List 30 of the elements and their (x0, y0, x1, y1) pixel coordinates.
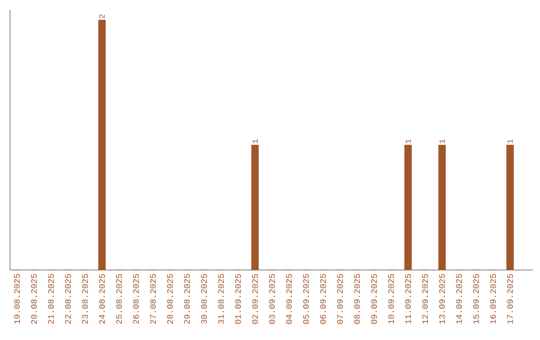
x-tick-label: 06.09.2025 (320, 274, 326, 324)
x-tick-label: 11.09.2025 (405, 274, 411, 324)
x-tick-label: 19.08.2025 (14, 274, 20, 324)
x-tick-label: 09.09.2025 (371, 274, 377, 324)
x-tick-label: 17.09.2025 (507, 274, 513, 324)
x-tick-label: 28.08.2025 (167, 274, 173, 324)
x-tick-label: 21.08.2025 (48, 274, 54, 324)
x-tick-label: 25.08.2025 (116, 274, 122, 324)
x-tick-label: 24.08.2025 (99, 274, 105, 324)
x-tick-label: 02.09.2025 (252, 274, 258, 324)
x-tick-label: 30.08.2025 (201, 274, 207, 324)
x-tick-label: 07.09.2025 (337, 274, 343, 324)
x-tick-label: 23.08.2025 (82, 274, 88, 324)
x-tick-label: 26.08.2025 (133, 274, 139, 324)
x-tick-label: 03.09.2025 (269, 274, 275, 324)
x-tick-label: 31.08.2025 (218, 274, 224, 324)
x-tick-label: 22.08.2025 (65, 274, 71, 324)
x-tick-label: 20.08.2025 (31, 274, 37, 324)
x-tick-label: 29.08.2025 (184, 274, 190, 324)
x-tick-label: 05.09.2025 (303, 274, 309, 324)
x-tick-label: 04.09.2025 (286, 274, 292, 324)
x-tick-label: 01.09.2025 (235, 274, 241, 324)
x-tick-label: 15.09.2025 (473, 274, 479, 324)
x-tick-label: 16.09.2025 (490, 274, 496, 324)
x-tick-label: 10.09.2025 (388, 274, 394, 324)
x-tick-label: 27.08.2025 (150, 274, 156, 324)
x-tick-label: 13.09.2025 (439, 274, 445, 324)
x-tick-label: 12.09.2025 (422, 274, 428, 324)
x-tick-label: 14.09.2025 (456, 274, 462, 324)
x-tick-label: 08.09.2025 (354, 274, 360, 324)
